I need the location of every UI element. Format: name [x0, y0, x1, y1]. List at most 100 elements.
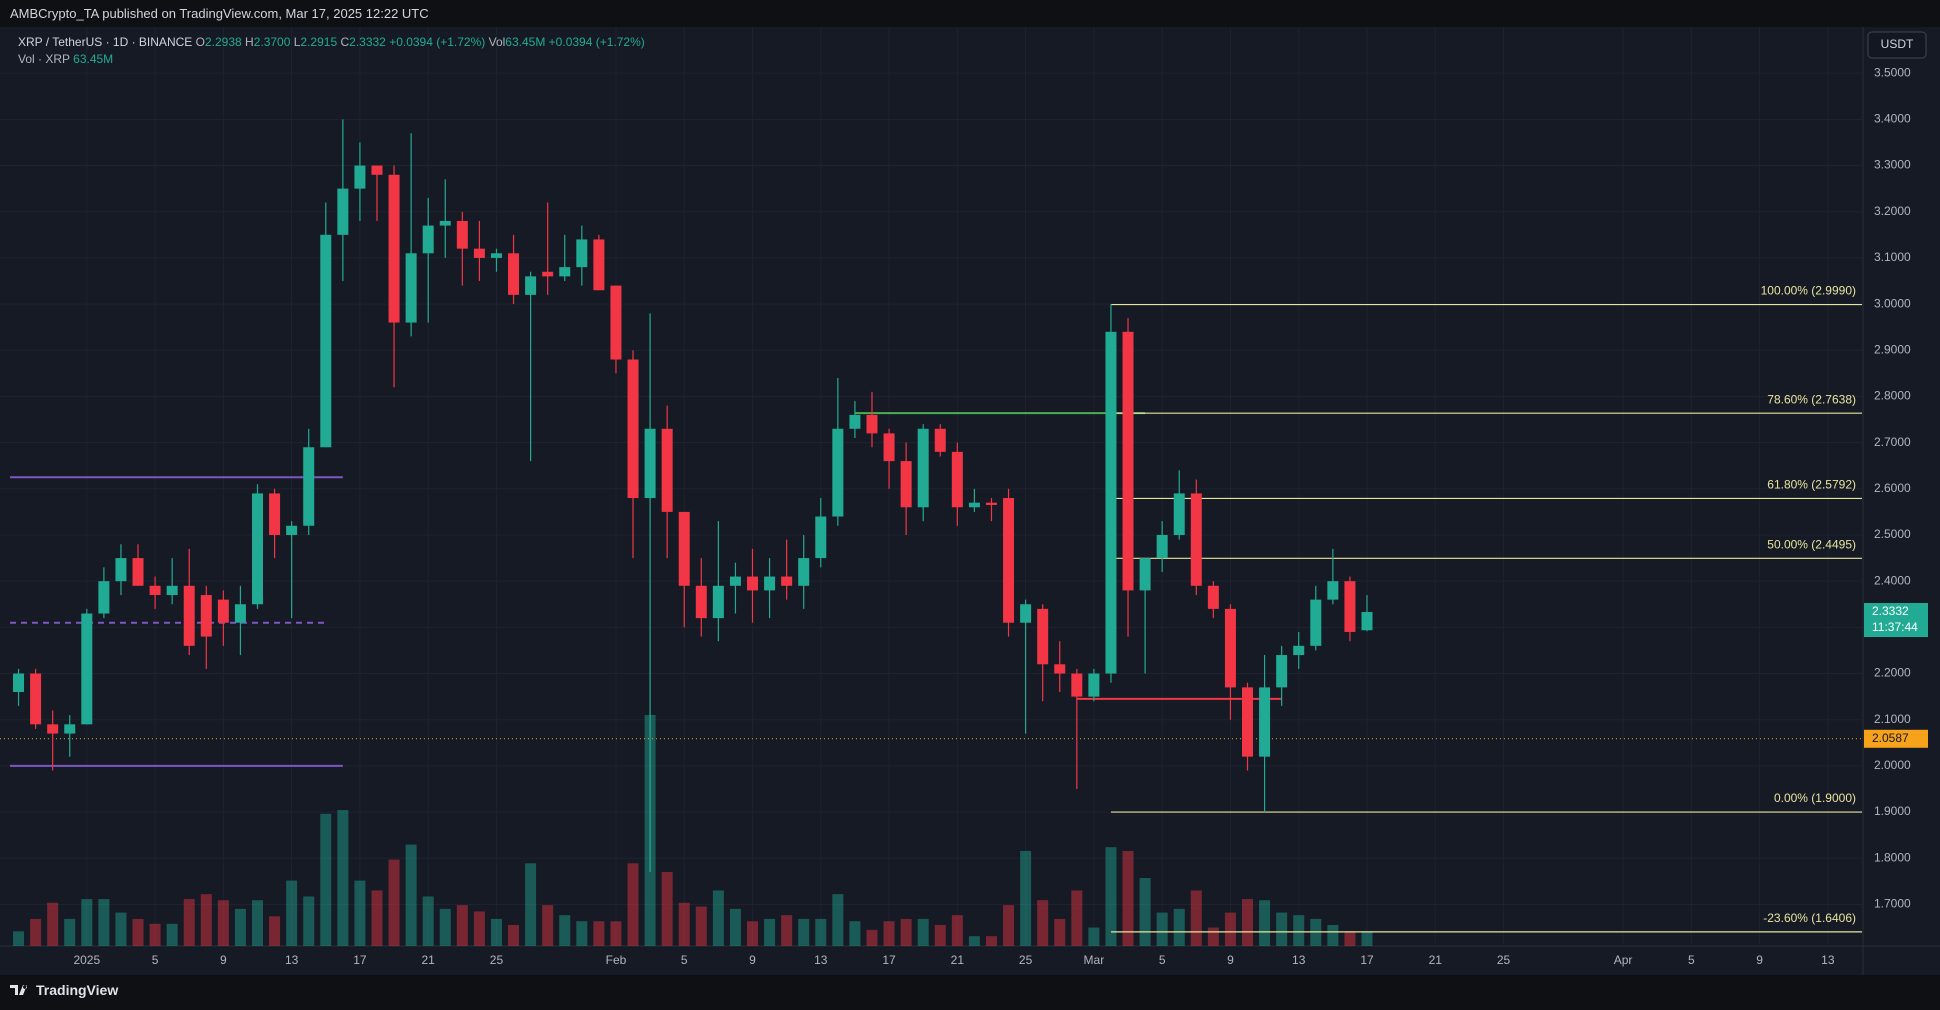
- ohlc-key: C: [340, 35, 350, 49]
- x-tick-label: 5: [681, 953, 688, 967]
- candle-body: [1224, 608, 1236, 688]
- candle-body: [1156, 534, 1168, 559]
- candle-body: [1173, 493, 1185, 535]
- volume-bar: [320, 813, 332, 946]
- footer: TradingView: [10, 982, 118, 998]
- y-tick-label: 2.5000: [1874, 527, 1911, 541]
- ohlc-value: 2.3332: [349, 35, 386, 49]
- y-tick-label: 1.7000: [1874, 897, 1911, 911]
- candle-body: [644, 428, 656, 499]
- candle-body: [1361, 612, 1373, 631]
- candle-body: [98, 581, 110, 614]
- volume-bar: [337, 810, 349, 946]
- y-tick-label: 1.9000: [1874, 804, 1911, 818]
- axes: 1.70001.80001.90002.00002.10002.20002.30…: [73, 65, 1928, 967]
- candle-body: [234, 604, 246, 623]
- ohlc-value: 2.3700: [253, 35, 291, 49]
- volume-bar: [354, 880, 366, 946]
- candle-body: [747, 576, 759, 591]
- volume-bar: [781, 915, 793, 946]
- candle-body: [525, 276, 537, 295]
- volume-bar: [81, 899, 93, 946]
- candle-body: [1003, 498, 1015, 623]
- currency-button[interactable]: [1867, 31, 1927, 59]
- volume-title-value: 63.45M: [73, 52, 114, 66]
- volume-bar: [252, 900, 264, 946]
- legend-row: XRP / TetherUS · 1D · BINANCE O2.2938 H2…: [18, 34, 645, 51]
- volume-bar: [1224, 912, 1236, 946]
- volume-bar: [678, 902, 690, 946]
- volume-bar: [900, 918, 912, 946]
- y-tick-label: 3.5000: [1874, 65, 1911, 79]
- volume-bar: [473, 911, 485, 946]
- candle-body: [968, 502, 980, 508]
- fib-label: 78.60% (2.7638): [1767, 392, 1856, 406]
- candle-body: [1088, 673, 1100, 697]
- x-tick-label: 25: [1497, 953, 1511, 967]
- volume-bar: [747, 921, 759, 946]
- x-tick-label: Mar: [1084, 953, 1105, 967]
- candle-body: [1259, 687, 1271, 757]
- volume-bar: [542, 905, 554, 946]
- fib-label: 0.00% (1.9000): [1774, 791, 1856, 805]
- volume-bar: [166, 923, 178, 946]
- volume-bar: [422, 896, 434, 946]
- volume-bar: [132, 918, 144, 946]
- countdown-label: 11:37:44: [1872, 620, 1918, 634]
- y-tick-label: 3.3000: [1874, 158, 1911, 172]
- volume-bar: [1003, 905, 1015, 946]
- candle-body: [47, 724, 59, 734]
- volume-bar: [815, 918, 827, 946]
- volume-bar: [1122, 850, 1134, 946]
- candle-body: [764, 576, 776, 591]
- volume-bar: [1088, 927, 1100, 946]
- candle-body: [439, 220, 451, 226]
- last-price-box: [1864, 603, 1928, 638]
- x-tick-label: 9: [749, 953, 756, 967]
- publish-info: AMBCrypto_TA published on TradingView.co…: [10, 6, 429, 21]
- candle-body: [508, 253, 520, 295]
- volume-bar: [149, 923, 161, 946]
- x-tick-label: 9: [1227, 953, 1234, 967]
- candle-body: [183, 585, 195, 646]
- volume-bar: [1037, 900, 1049, 946]
- volume-bar: [1259, 900, 1271, 946]
- volume-bar: [559, 915, 571, 946]
- volume-bar: [695, 906, 707, 946]
- candle-body: [798, 558, 810, 586]
- volume-bar: [849, 921, 861, 946]
- y-tick-label: 2.8000: [1874, 389, 1911, 403]
- volume-bar: [729, 908, 741, 946]
- volume-bar: [1071, 890, 1083, 946]
- x-tick-label: 13: [1292, 953, 1306, 967]
- candle-body: [388, 174, 400, 323]
- volume-bar: [439, 908, 451, 946]
- change: +0.0394 (+1.72%): [389, 35, 486, 49]
- y-tick-label: 2.1000: [1874, 712, 1911, 726]
- volume-bar: [1276, 912, 1288, 946]
- volume-bar: [832, 894, 844, 946]
- volume-bar: [303, 896, 315, 946]
- volume-bar: [627, 863, 639, 946]
- candle-body: [951, 451, 963, 508]
- volume-bar: [610, 921, 622, 946]
- candle-body: [1327, 581, 1339, 600]
- y-tick-label: 2.9000: [1874, 342, 1911, 356]
- candle-body: [1037, 608, 1049, 665]
- ohlc-value: 2.2915: [300, 35, 338, 49]
- candle-body: [610, 285, 622, 360]
- y-tick-label: 3.1000: [1874, 250, 1911, 264]
- volume-bar: [934, 924, 946, 946]
- legend-row: Vol · XRP 63.45M: [18, 51, 645, 68]
- candle-body: [252, 493, 264, 605]
- candles: [13, 119, 1373, 873]
- volume-bar: [286, 880, 298, 946]
- candle-body: [337, 188, 349, 235]
- x-tick-label: 21: [422, 953, 436, 967]
- volume-title: Vol · XRP: [18, 52, 70, 66]
- volume-key: Vol: [488, 35, 506, 49]
- candle-body: [917, 428, 929, 508]
- chart-background: [0, 27, 1940, 975]
- candle-body: [303, 447, 315, 526]
- candle-body: [30, 673, 42, 725]
